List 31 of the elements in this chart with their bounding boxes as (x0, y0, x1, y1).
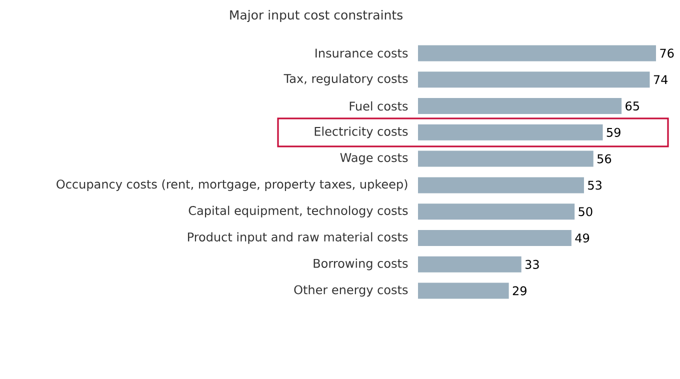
data-label: 65 (626, 101, 639, 111)
y-tick-label: Fuel costs (350, 101, 408, 111)
bar (418, 256, 522, 272)
data-label: 74 (654, 75, 668, 84)
bar (418, 45, 656, 62)
y-tick-label: Wage costs (340, 153, 408, 164)
y-tick-label: Electricity costs (314, 126, 408, 138)
y-tick-label: Insurance costs (316, 48, 408, 58)
data-label: 49 (575, 233, 590, 243)
data-label: 33 (525, 260, 539, 269)
bar (418, 72, 650, 88)
bar (418, 282, 509, 299)
bar (418, 150, 594, 167)
data-label: 29 (512, 286, 526, 296)
data-label: 53 (588, 180, 602, 190)
data-label: 50 (578, 207, 592, 216)
y-tick-label: Occupancy costs (rent, mortgage, property taxes, upkeep) (56, 179, 408, 192)
bar (418, 177, 584, 194)
bar (418, 230, 572, 246)
data-label: 59 (606, 128, 620, 137)
bar (418, 204, 575, 220)
y-tick-label: Other energy costs (294, 284, 408, 297)
bar (418, 124, 603, 140)
text: Major input cost constraints (230, 10, 403, 22)
y-tick-label: Product input and raw material costs (188, 232, 408, 244)
y-tick-label: Tax, regulatory costs (284, 74, 408, 86)
y-tick-label: Capital equipment, technology costs (188, 206, 408, 218)
data-label: 76 (660, 48, 674, 58)
y-tick-label: Borrowing costs (314, 258, 408, 270)
bar (418, 98, 622, 114)
data-label: 56 (597, 154, 612, 164)
